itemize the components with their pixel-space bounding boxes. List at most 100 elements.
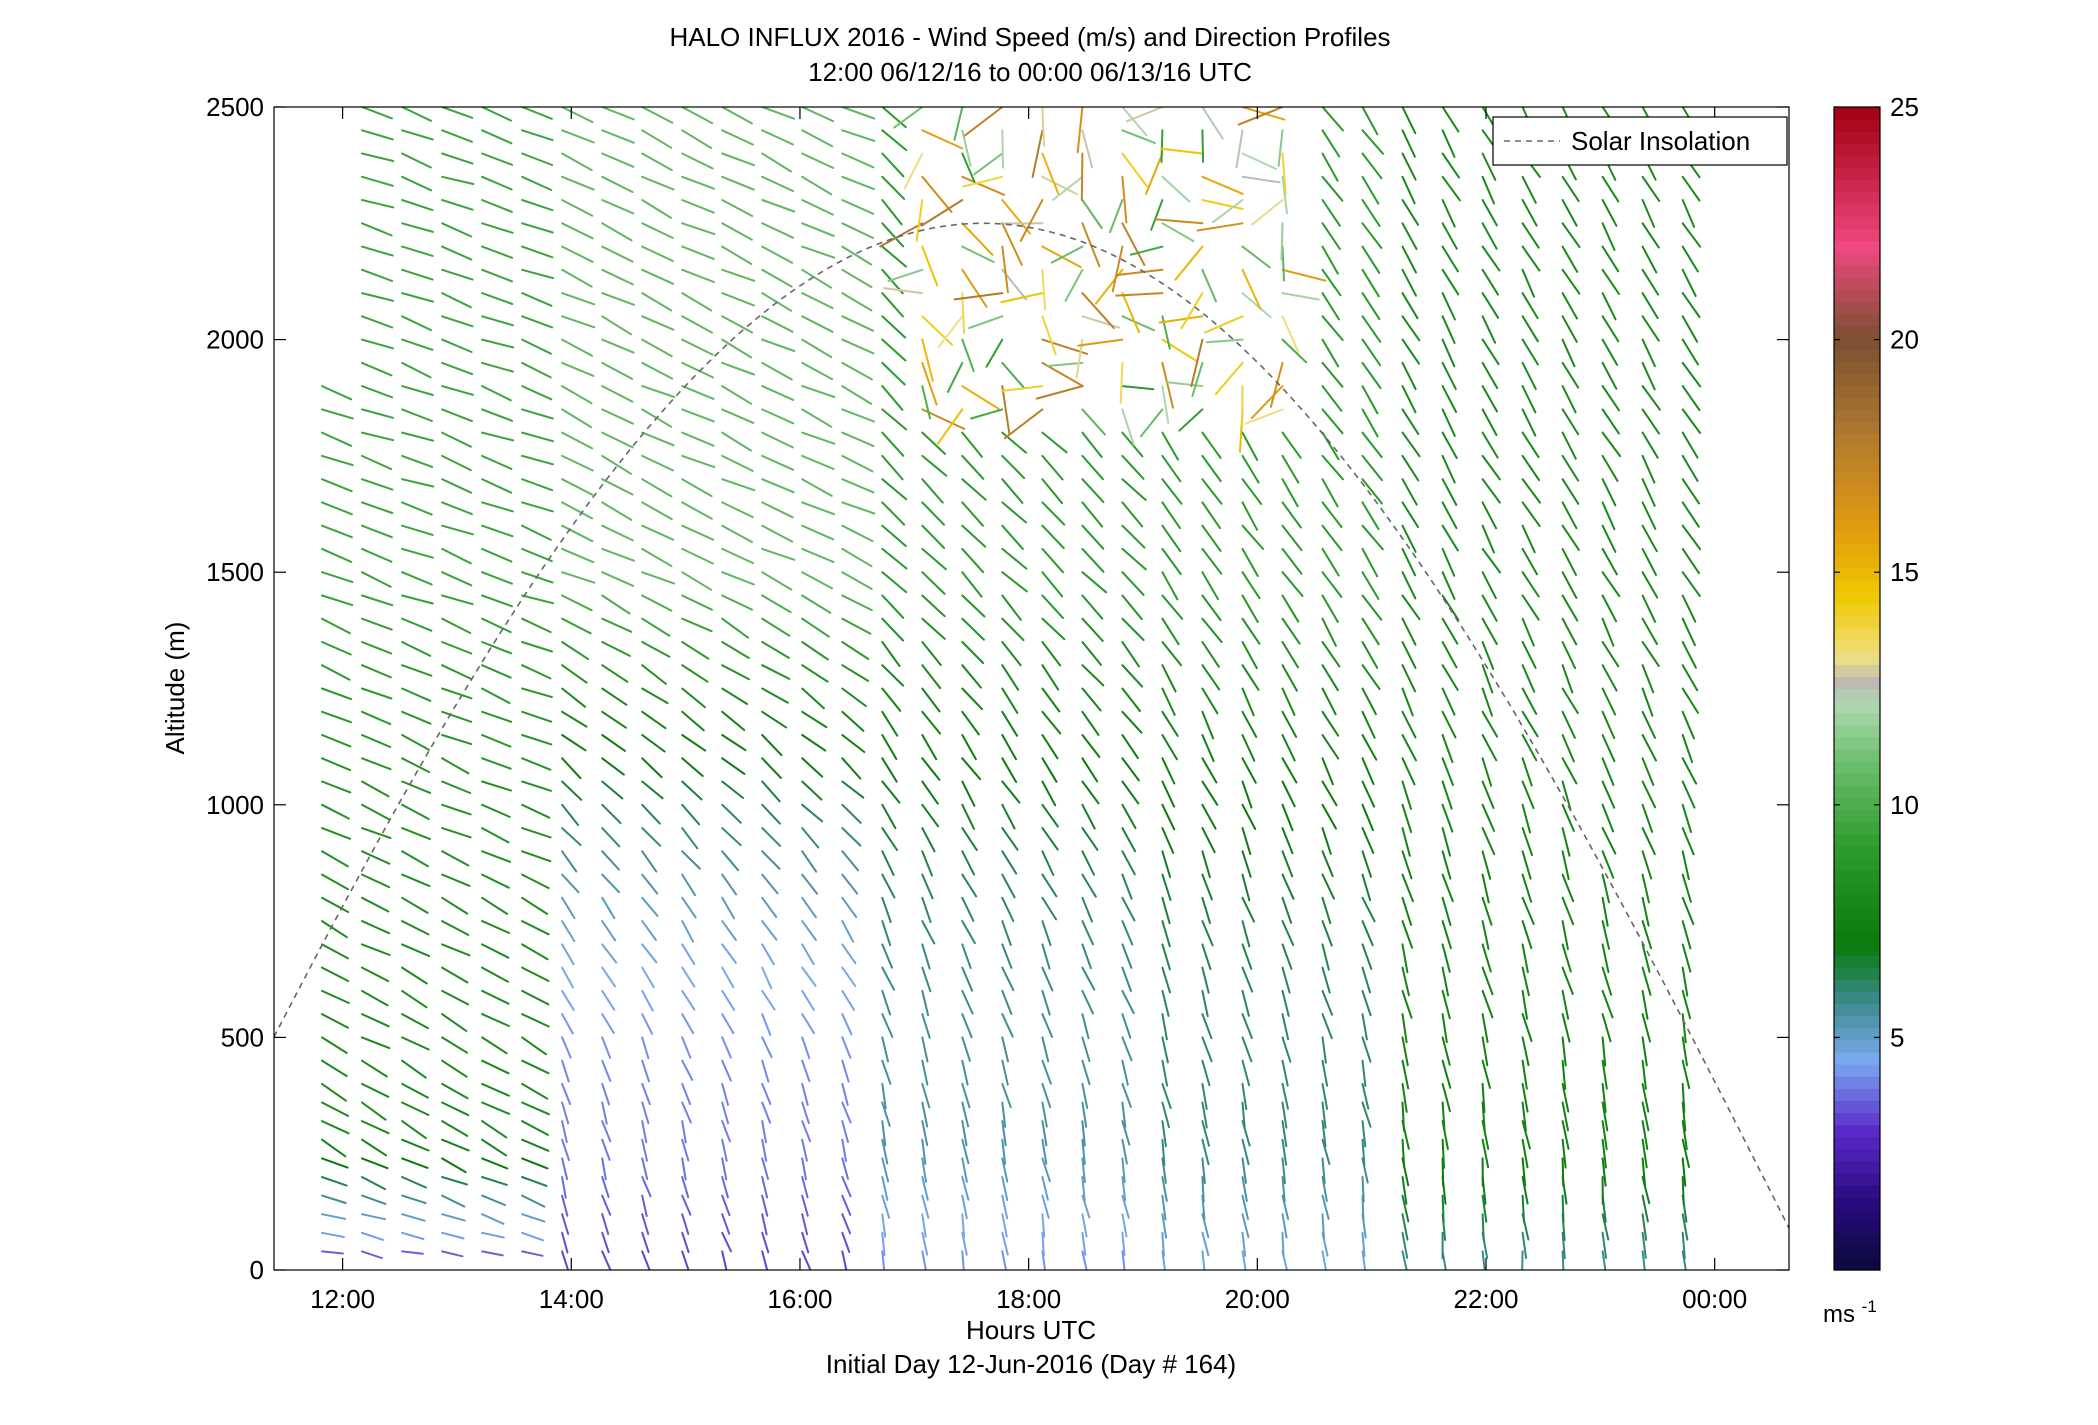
wind-arrow [1681,524,1702,551]
wind-arrow [1001,710,1019,737]
wind-arrow [401,385,434,396]
x-tick-label: 14:00 [539,1284,604,1314]
wind-arrow [561,547,595,564]
wind-arrow [841,385,873,405]
wind-arrow [1641,408,1660,435]
wind-arrow [881,1101,891,1127]
wind-arrow [761,385,795,401]
wind-arrow [1521,385,1537,414]
wind-arrow [801,1194,809,1217]
wind-arrow [361,989,389,1007]
wind-arrow [521,501,554,513]
wind-arrow [841,454,874,473]
wind-arrow [1281,734,1296,762]
wind-arrow [481,803,511,818]
wind-arrow [561,1082,572,1106]
colorbar-segment [1834,373,1880,387]
colorbar-segment [1834,107,1880,120]
wind-arrow [1241,617,1261,645]
wind-arrow [1081,222,1101,268]
wind-arrow [1601,1059,1608,1090]
wind-arrow [561,827,582,847]
wind-arrow [721,757,746,775]
wind-arrow [361,873,391,889]
wind-arrow [1401,943,1409,974]
y-tick-label: 1000 [206,790,264,820]
wind-arrow [1481,431,1499,459]
wind-arrow [1161,710,1179,737]
wind-arrow [441,1101,470,1117]
wind-arrow [521,1194,546,1208]
wind-arrow [401,129,434,141]
wind-arrow [1041,431,1068,454]
wind-arrow [761,734,783,757]
wind-arrow [521,1176,548,1187]
wind-arrow [441,1082,469,1100]
wind-arrow [561,478,594,496]
wind-arrow [1115,292,1164,297]
wind-arrow [937,315,964,349]
wind-arrow [841,920,855,943]
wind-arrow [801,524,835,541]
wind-arrow [1281,245,1285,282]
wind-arrow [961,454,985,480]
wind-arrow [321,687,353,701]
wind-arrow [361,1013,390,1028]
wind-arrow [1401,454,1420,482]
wind-arrow [681,315,713,334]
wind-arrow [1041,1036,1050,1063]
wind-arrow [1481,245,1501,272]
wind-arrow [721,687,749,705]
wind-arrow [1561,1120,1570,1150]
wind-arrow [1321,734,1340,760]
wind-arrow [1001,501,1028,524]
wind-arrow [841,1120,849,1143]
wind-arrow [1561,943,1572,973]
wind-arrow [1561,338,1576,368]
wind-arrow [601,1059,612,1082]
wind-arrow [1121,710,1143,734]
wind-arrow [1081,1213,1088,1238]
wind-arrow [761,478,795,494]
wind-arrow [1041,664,1060,691]
wind-arrow [561,594,593,612]
wind-arrow [1361,1036,1372,1063]
wind-arrow [761,1082,772,1105]
wind-arrow [361,1101,387,1121]
x-tick-label: 18:00 [996,1284,1061,1314]
wind-arrow [881,641,901,667]
wind-arrow [1481,1213,1485,1242]
wind-arrow [721,431,752,452]
wind-arrow [1321,989,1333,1016]
wind-arrow [641,175,675,191]
wind-arrow [841,757,862,780]
wind-arrow [1201,129,1205,163]
colorbar-segment [1834,131,1880,144]
wind-arrow [481,408,514,422]
wind-arrow [1281,1213,1288,1239]
wind-arrow [1361,408,1379,438]
wind-arrow [1161,361,1174,409]
wind-arrow [946,361,964,393]
colorbar-segment [1834,300,1880,314]
wind-arrow [1481,1194,1488,1223]
wind-arrow [601,129,635,144]
wind-arrow [1081,524,1105,550]
wind-arrow [361,478,394,491]
wind-arrow [441,734,473,746]
wind-arrow [401,594,434,605]
wind-arrow [521,827,552,839]
wind-arrow [841,989,855,1011]
wind-arrow [961,1120,968,1147]
wind-arrow [361,1157,389,1170]
wind-arrow [1561,385,1577,414]
wind-arrow [1081,1101,1088,1128]
colorbar-segment [1834,615,1880,629]
wind-arrow [1121,1013,1132,1039]
wind-arrow [1001,873,1016,899]
wind-arrow [1241,1194,1249,1220]
wind-arrow [761,245,794,264]
wind-arrow [1041,1157,1051,1183]
wind-arrow [961,1082,971,1109]
wind-arrow [601,734,626,752]
